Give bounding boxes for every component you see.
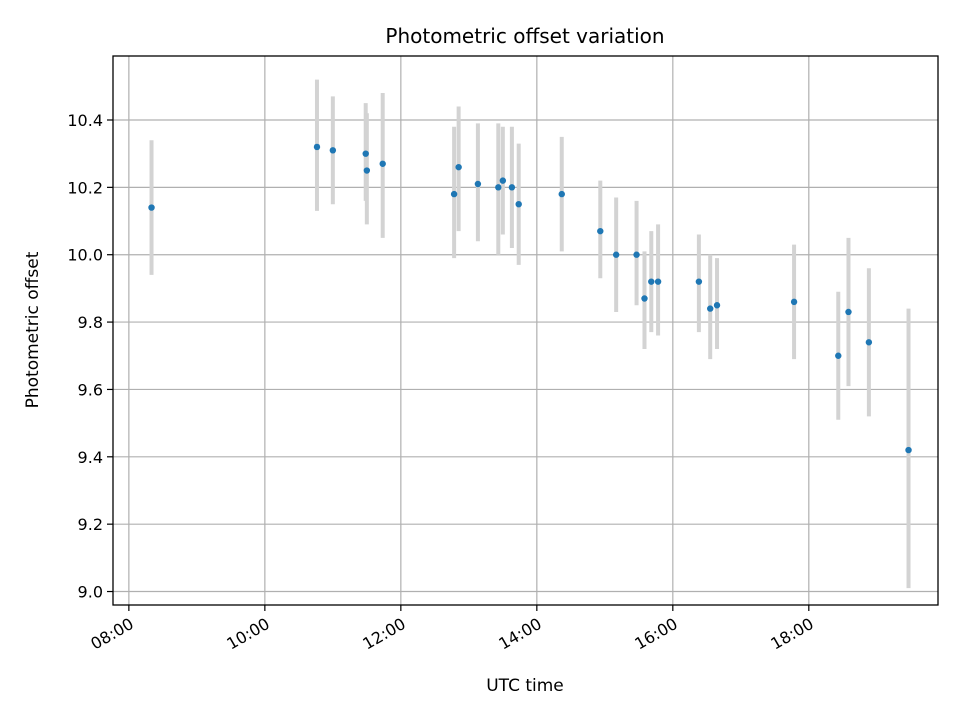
data-point: [905, 446, 912, 454]
data-point: [455, 163, 462, 171]
plot-frame: [112, 55, 939, 606]
y-tick-label: 9.8: [78, 313, 103, 332]
data-point: [695, 278, 703, 285]
data-point: [654, 278, 662, 285]
y-tick-label: 9.6: [78, 380, 103, 399]
y-tick-label: 9.0: [78, 583, 103, 602]
data-point: [865, 339, 873, 346]
data-point: [499, 177, 507, 184]
data-point: [648, 278, 655, 285]
data-point: [835, 352, 842, 359]
data-point: [633, 251, 640, 258]
x-axis-label: UTC time: [486, 676, 564, 696]
data-point: [707, 305, 714, 312]
grid: [113, 56, 938, 605]
data-point: [313, 143, 321, 151]
data-point: [474, 180, 482, 188]
y-tick-label: 9.4: [78, 448, 103, 467]
data-point: [379, 160, 386, 167]
data-point: [845, 308, 852, 316]
data-point: [329, 147, 337, 154]
data-point: [363, 167, 371, 174]
y-tick-label: 10.0: [67, 246, 103, 265]
data-point: [790, 298, 798, 306]
data-point: [495, 184, 502, 191]
data-point: [641, 295, 648, 302]
data-point: [515, 200, 522, 208]
y-tick-label: 10.2: [67, 178, 103, 197]
data-point: [612, 251, 620, 258]
y-axis-label: Photometric offset: [23, 251, 43, 408]
data-point: [362, 150, 369, 157]
data-point: [713, 302, 721, 309]
y-tick-label: 9.2: [78, 515, 103, 534]
data-point: [597, 227, 604, 235]
data-points: [148, 143, 912, 454]
chart-title: Photometric offset variation: [385, 24, 664, 48]
data-point: [558, 190, 565, 198]
data-point: [450, 190, 458, 198]
y-axis-ticks: 9.0 9.2 9.4 9.6 9.8 10.0 10.2 10.4: [67, 111, 113, 602]
y-tick-label: 10.4: [67, 111, 103, 130]
data-point: [148, 204, 155, 211]
data-point: [508, 184, 516, 191]
